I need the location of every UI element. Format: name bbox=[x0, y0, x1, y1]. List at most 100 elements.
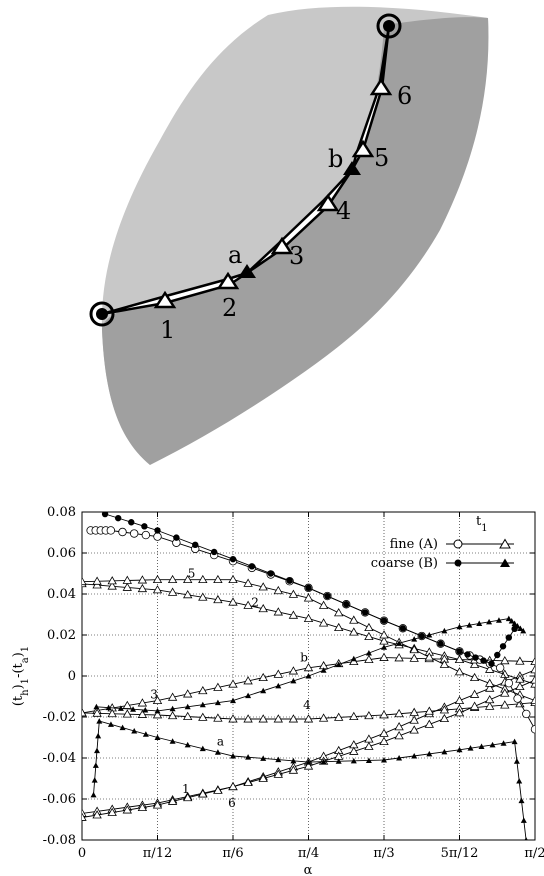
y-tick-label: 0.04 bbox=[47, 587, 76, 602]
data-point bbox=[524, 837, 528, 840]
data-point bbox=[122, 575, 132, 584]
data-point bbox=[153, 532, 162, 541]
data-point bbox=[350, 655, 357, 662]
data-point bbox=[210, 548, 218, 556]
data-point bbox=[469, 689, 480, 698]
node-2-label: 2 bbox=[222, 294, 237, 322]
data-point bbox=[495, 663, 505, 672]
data-point bbox=[290, 757, 297, 764]
data-point bbox=[472, 654, 479, 661]
legend-label-fine: fine (A) bbox=[390, 537, 438, 552]
data-point bbox=[379, 652, 389, 661]
node-2-marker bbox=[216, 271, 240, 290]
data-point bbox=[469, 672, 480, 682]
data-point bbox=[243, 777, 253, 786]
data-point bbox=[114, 514, 122, 522]
node-b-label: b bbox=[328, 145, 343, 173]
data-point bbox=[169, 705, 176, 712]
curve-label-6: 6 bbox=[228, 796, 236, 810]
data-point bbox=[142, 731, 149, 737]
series-coarse-b- bbox=[101, 512, 518, 667]
data-point bbox=[409, 653, 419, 662]
y-tick-label: 0.02 bbox=[47, 628, 76, 643]
legend-marker-coarse-circle bbox=[454, 559, 462, 567]
data-point bbox=[228, 597, 238, 606]
x-tick-label: π/4 bbox=[298, 846, 319, 861]
y-tick-label: 0 bbox=[68, 669, 76, 684]
data-point bbox=[318, 600, 329, 609]
data-point bbox=[379, 728, 389, 737]
y-tick-label: 0.06 bbox=[47, 546, 76, 561]
data-point bbox=[478, 743, 485, 750]
data-point bbox=[364, 622, 374, 632]
data-point bbox=[288, 765, 299, 774]
data-point bbox=[214, 749, 221, 755]
data-point bbox=[409, 715, 419, 724]
data-point bbox=[260, 687, 267, 694]
data-point bbox=[411, 752, 418, 759]
data-point bbox=[199, 701, 206, 708]
data-point bbox=[152, 695, 163, 704]
data-point bbox=[381, 644, 387, 650]
y-tick-label: -0.04 bbox=[43, 751, 76, 766]
data-point bbox=[273, 714, 283, 723]
data-point bbox=[456, 648, 463, 655]
data-point bbox=[515, 681, 525, 691]
data-point bbox=[379, 636, 389, 645]
legend-title-sub: 1 bbox=[481, 523, 487, 534]
node-5-label: 5 bbox=[374, 144, 389, 172]
y-axis-label-sub-1a: 1 bbox=[20, 678, 31, 684]
data-point bbox=[439, 713, 450, 723]
y-tick-label: 0.08 bbox=[47, 505, 76, 520]
data-point bbox=[90, 791, 97, 798]
data-point bbox=[131, 727, 138, 734]
data-point bbox=[520, 627, 527, 634]
data-point bbox=[92, 708, 102, 717]
data-point bbox=[95, 732, 102, 739]
data-point bbox=[364, 734, 374, 743]
data-point bbox=[500, 740, 507, 746]
data-point bbox=[183, 689, 193, 698]
node-1-label: 1 bbox=[160, 316, 175, 344]
data-point bbox=[303, 761, 314, 770]
data-point bbox=[381, 757, 387, 763]
data-point bbox=[394, 731, 404, 740]
data-point bbox=[183, 590, 193, 599]
data-point bbox=[500, 700, 510, 709]
data-point bbox=[260, 755, 267, 761]
data-point bbox=[505, 615, 512, 622]
data-point bbox=[515, 656, 525, 665]
data-point bbox=[324, 592, 331, 600]
data-point bbox=[437, 640, 444, 647]
data-point bbox=[92, 576, 102, 585]
data-point bbox=[245, 692, 252, 699]
data-point bbox=[105, 704, 112, 711]
data-point bbox=[213, 713, 223, 722]
data-point bbox=[399, 625, 407, 632]
data-point bbox=[288, 610, 299, 619]
data-point bbox=[441, 627, 448, 634]
data-point bbox=[118, 527, 127, 537]
data-point bbox=[198, 592, 208, 601]
data-point bbox=[107, 576, 117, 585]
legend-marker-fine-circle bbox=[453, 539, 463, 549]
data-point bbox=[258, 773, 268, 782]
data-point bbox=[92, 762, 99, 768]
series-6 bbox=[82, 675, 535, 821]
node-5-marker bbox=[351, 139, 375, 158]
data-point bbox=[469, 659, 480, 668]
y-axis-label-sub-1b: 1 bbox=[20, 646, 31, 652]
data-point bbox=[154, 527, 161, 534]
data-point bbox=[511, 625, 518, 633]
data-point bbox=[454, 654, 465, 663]
data-point bbox=[286, 577, 293, 584]
axis-ticks: -0.08 -0.06 -0.04 -0.02 0 0.02 0.04 0.06 0.08 0 π/… bbox=[43, 505, 544, 861]
data-point bbox=[107, 581, 117, 590]
data-point bbox=[154, 707, 161, 714]
series-b bbox=[93, 615, 527, 714]
data-point bbox=[228, 679, 238, 688]
data-point bbox=[122, 709, 132, 718]
data-point bbox=[486, 618, 493, 625]
x-axis-label: α bbox=[304, 863, 313, 876]
